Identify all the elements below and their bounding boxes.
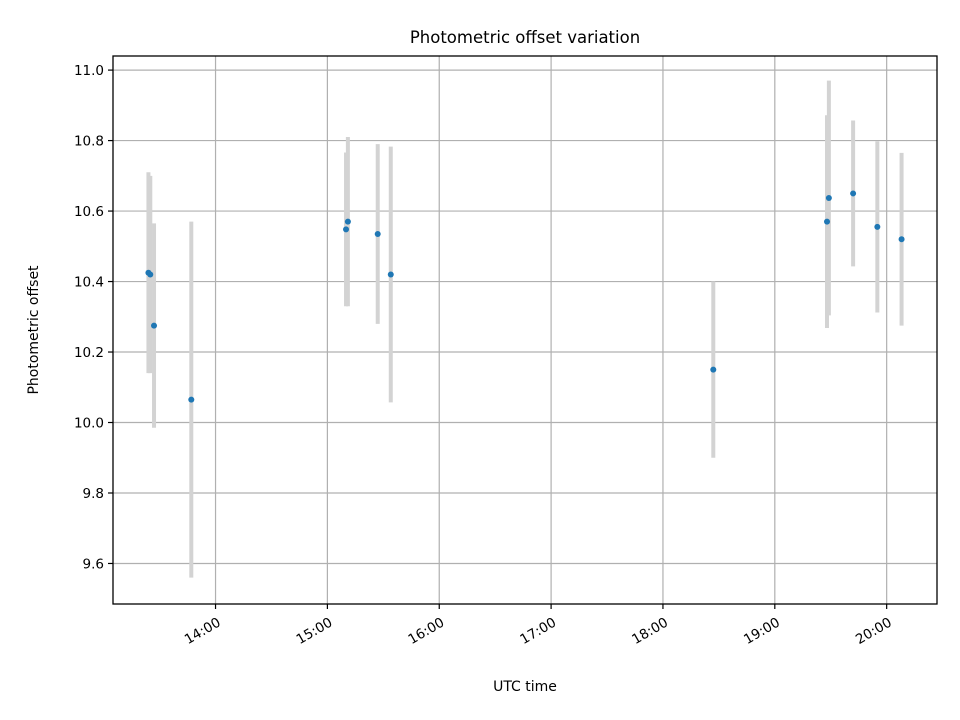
data-point — [147, 271, 154, 278]
y-axis-ticks: 9.6 9.8 10.0 10.2 10.4 10.6 10.8 11.0 — [74, 63, 113, 572]
data-point — [898, 236, 905, 243]
y-tick-label: 10.8 — [74, 134, 104, 150]
y-tick-label: 9.8 — [83, 486, 104, 502]
y-tick-label: 10.6 — [74, 204, 104, 220]
data-point — [188, 396, 195, 403]
plot-frame — [112, 55, 938, 605]
y-tick-label: 11.0 — [74, 63, 104, 79]
data-point — [824, 218, 831, 225]
y-tick-label: 10.0 — [74, 416, 104, 432]
y-tick-label: 10.4 — [74, 275, 104, 291]
data-point — [374, 230, 381, 237]
data-point — [343, 226, 350, 233]
data-points — [145, 190, 905, 403]
chart-title: Photometric offset variation — [410, 28, 640, 47]
data-point — [387, 271, 394, 278]
x-axis-label: UTC time — [493, 679, 557, 695]
data-point — [710, 366, 717, 373]
data-point — [344, 218, 351, 225]
data-point — [825, 195, 832, 202]
grid-lines — [113, 56, 937, 604]
y-axis-label: Photometric offset — [26, 265, 42, 395]
y-tick-label: 10.2 — [74, 345, 104, 361]
data-point — [874, 223, 881, 230]
y-tick-label: 9.6 — [83, 556, 104, 572]
data-point — [151, 322, 158, 329]
data-point — [850, 190, 857, 197]
